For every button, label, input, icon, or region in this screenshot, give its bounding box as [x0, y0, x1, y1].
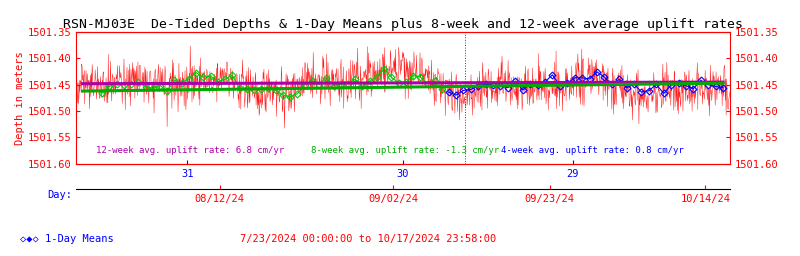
Title: RSN-MJ03E  De-Tided Depths & 1-Day Means plus 8-week and 12-week average uplift : RSN-MJ03E De-Tided Depths & 1-Day Means … — [63, 18, 742, 31]
Text: 8-week avg. uplift rate: -1.3 cm/yr: 8-week avg. uplift rate: -1.3 cm/yr — [311, 146, 499, 155]
Text: Day:: Day: — [48, 190, 73, 200]
Text: 4-week avg. uplift rate: 0.8 cm/yr: 4-week avg. uplift rate: 0.8 cm/yr — [501, 146, 683, 155]
Text: 7/23/2024 00:00:00 to 10/17/2024 23:58:00: 7/23/2024 00:00:00 to 10/17/2024 23:58:0… — [240, 234, 496, 244]
Text: 12-week avg. uplift rate: 6.8 cm/yr: 12-week avg. uplift rate: 6.8 cm/yr — [96, 146, 284, 155]
Y-axis label: Depth in meters: Depth in meters — [14, 51, 25, 145]
Text: ◇◆◇ 1-Day Means: ◇◆◇ 1-Day Means — [20, 234, 114, 244]
